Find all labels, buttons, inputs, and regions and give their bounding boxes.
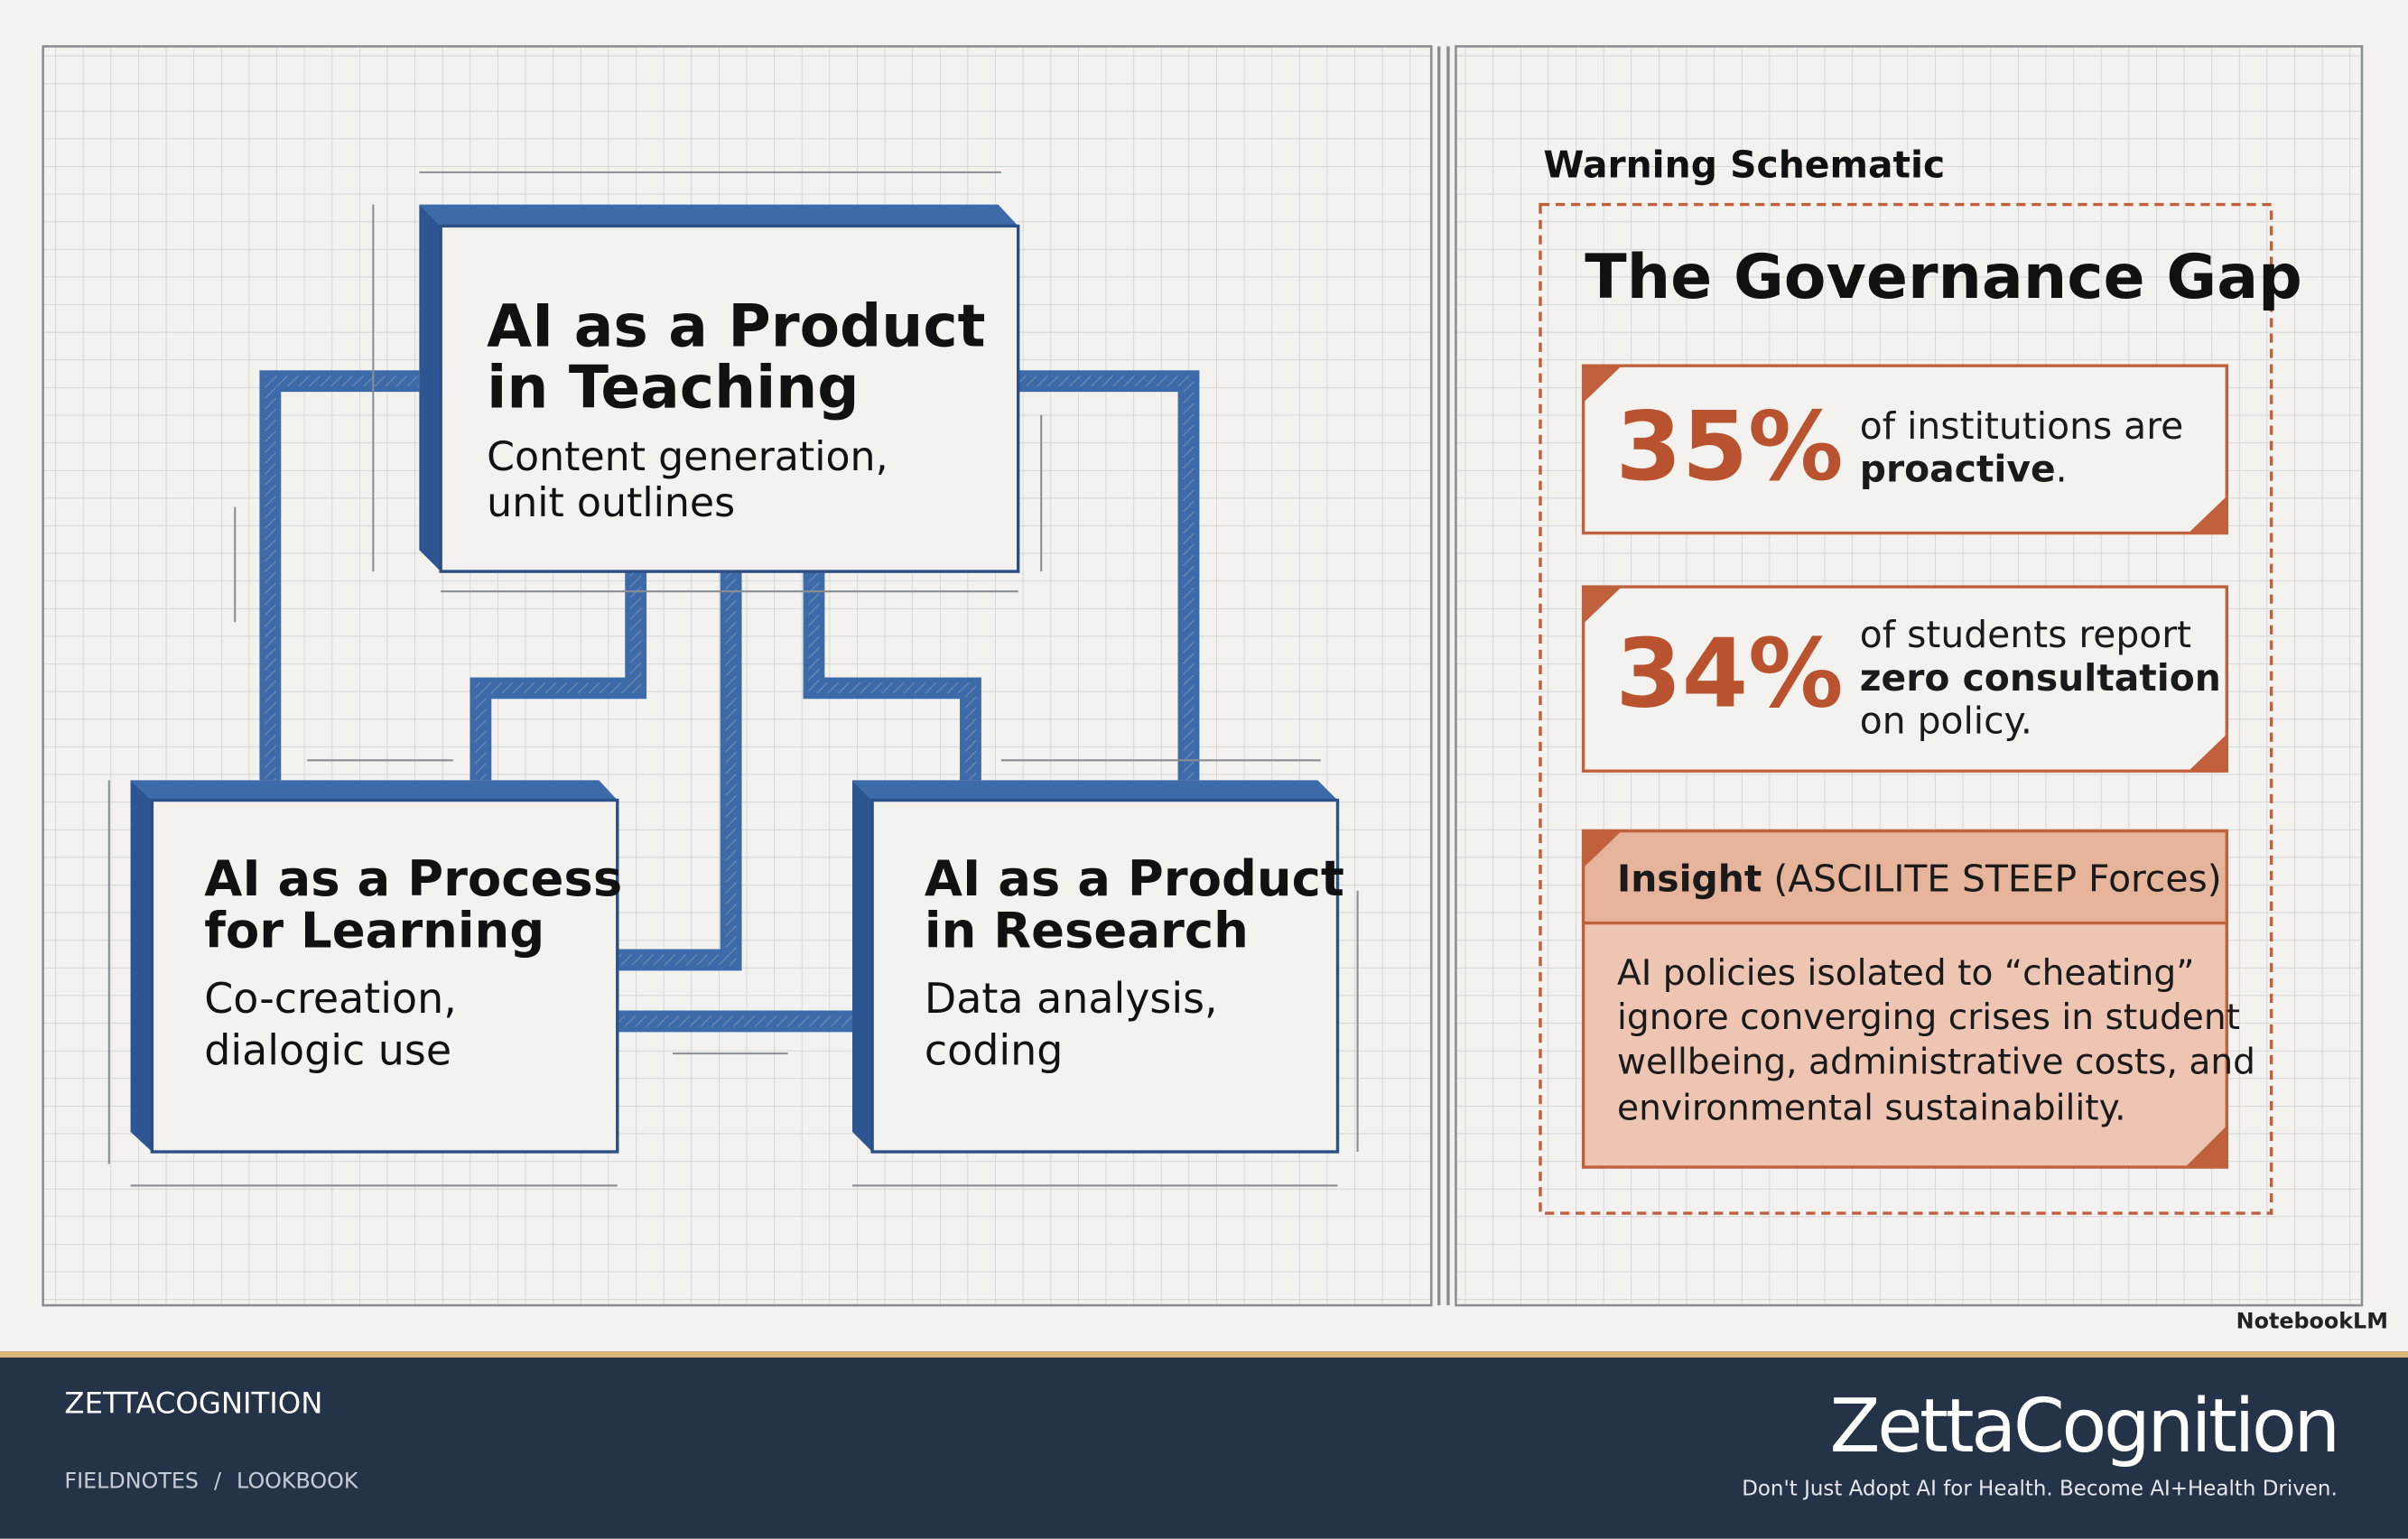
- box-title: AI as a Product: [487, 293, 985, 361]
- insight-text: AI policies isolated to “cheating”: [1617, 953, 2194, 994]
- insight-card: Insight (ASCILITE STEEP Forces) AI polic…: [1581, 829, 2255, 1169]
- box: [130, 780, 619, 1154]
- stat-text: zero consultation: [1860, 656, 2221, 700]
- footer-rule: [0, 1351, 2408, 1358]
- nav-link[interactable]: LOOKBOOK: [237, 1468, 359, 1493]
- box: [851, 780, 1340, 1154]
- nav-link[interactable]: FIELDNOTES: [64, 1468, 199, 1493]
- box-subtitle: dialogic use: [204, 1026, 451, 1075]
- dimension-lines: [107, 171, 1359, 1187]
- box-subtitle: Data analysis,: [925, 974, 1218, 1023]
- box-title: in Research: [925, 902, 1249, 960]
- stat-figure: 35%: [1615, 391, 1843, 502]
- stat-card: 35% of institutions are proactive.: [1581, 364, 2228, 535]
- insight-text: wellbeing, administrative costs, and: [1617, 1043, 2255, 1083]
- text-run: Insight: [1617, 858, 1762, 901]
- panel-title: The Governance Gap: [1585, 242, 2301, 313]
- text-run: proactive: [1860, 448, 2056, 491]
- box-subtitle: Co-creation,: [204, 974, 457, 1023]
- box-subtitle: Content generation,: [487, 434, 888, 480]
- box: [419, 204, 1020, 573]
- text-run: (ASCILITE STEEP Forces): [1762, 858, 2221, 901]
- box-subtitle: coding: [925, 1026, 1063, 1075]
- box-title: AI as a Product: [925, 849, 1344, 907]
- insight-heading: Insight (ASCILITE STEEP Forces): [1617, 858, 2222, 901]
- warning-frame: [1539, 202, 2273, 1215]
- stat-text: on policy.: [1860, 699, 2032, 742]
- footer-brand[interactable]: ZETTACOGNITION: [64, 1386, 322, 1421]
- connectors: [259, 370, 1200, 1033]
- box-text: AI as a Product in Teaching Content gene…: [204, 293, 1344, 1075]
- box-title: for Learning: [204, 902, 544, 960]
- footer: [0, 1351, 2408, 1539]
- watermark: NotebookLM: [2236, 1308, 2388, 1333]
- stat-figure: 34%: [1615, 618, 1843, 729]
- stat-text: of institutions are: [1860, 404, 2183, 448]
- box-title: in Teaching: [487, 355, 859, 422]
- box-title: AI as a Process: [204, 849, 622, 907]
- text-run: zero consultation: [1860, 656, 2221, 700]
- stat-text: of students report: [1860, 613, 2191, 656]
- box-subtitle: unit outlines: [487, 480, 735, 526]
- stat-text: proactive.: [1860, 448, 2068, 491]
- insight-text: environmental sustainability.: [1617, 1089, 2126, 1129]
- text-run: /: [214, 1468, 222, 1493]
- footer-nav: FIELDNOTES / LOOKBOOK: [64, 1468, 358, 1493]
- panel-label: Warning Schematic: [1543, 144, 1945, 187]
- footer-tagline: Don't Just Adopt AI for Health. Become A…: [1742, 1478, 2338, 1501]
- stat-card: 34% of students report zero consultation…: [1581, 585, 2228, 773]
- footer-logo: ZettaCognition: [1830, 1384, 2338, 1469]
- text-run: .: [2056, 448, 2068, 491]
- insight-text: ignore converging crises in student: [1617, 997, 2240, 1038]
